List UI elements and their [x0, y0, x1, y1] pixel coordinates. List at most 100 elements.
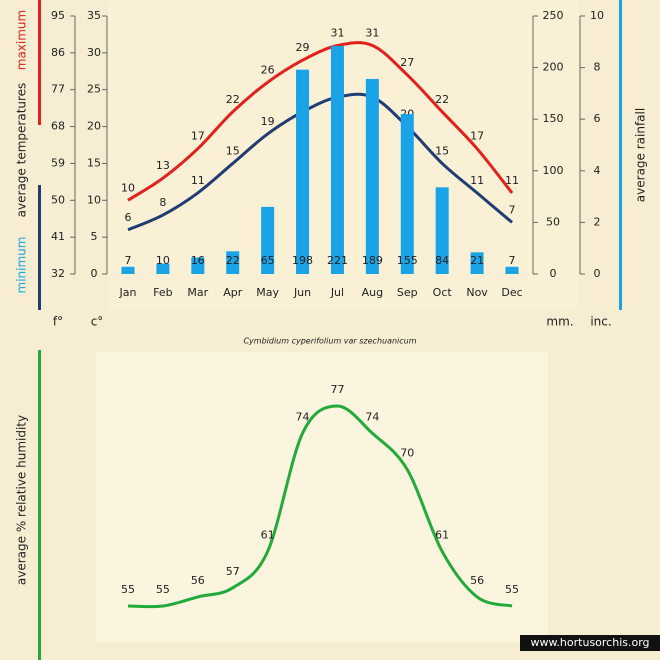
tick-label: 100 [543, 164, 564, 177]
point-label: 61 [435, 528, 449, 541]
bar-label: 65 [261, 254, 275, 267]
point-label: 17 [191, 130, 205, 143]
point-label: 55 [121, 583, 135, 596]
x-tick-label: Nov [466, 286, 488, 299]
point-label: 22 [435, 93, 449, 106]
mm-unit: mm. [546, 315, 573, 329]
x-tick-label: Jun [293, 286, 311, 299]
bar [261, 206, 275, 274]
x-tick-label: Aug [362, 286, 383, 299]
point-label: 74 [296, 410, 310, 423]
watermark-bg [520, 635, 660, 651]
point-label: 31 [330, 26, 344, 39]
point-label: 57 [226, 565, 240, 578]
tick-label: 150 [543, 112, 564, 125]
x-tick-label: May [256, 286, 279, 299]
f-unit: f° [53, 315, 63, 329]
tick-label: 35 [87, 9, 101, 22]
tick-label: 200 [543, 61, 564, 74]
point-label: 55 [156, 583, 170, 596]
min-label: minimum [15, 237, 29, 294]
point-label: 56 [191, 574, 205, 587]
watermark: www.hortusorchis.org [530, 636, 649, 649]
point-label: 74 [365, 410, 379, 423]
tick-label: 4 [594, 164, 601, 177]
tick-label: 50 [51, 193, 65, 206]
tick-label: 0 [91, 267, 98, 280]
bar [156, 263, 170, 274]
bar [191, 257, 205, 274]
point-label: 56 [470, 574, 484, 587]
tick-label: 5 [91, 230, 98, 243]
point-label: 11 [505, 174, 519, 187]
bar-label: 84 [435, 254, 449, 267]
bar-label: 10 [156, 254, 170, 267]
bar [330, 45, 344, 274]
tick-label: 50 [546, 215, 560, 228]
point-label: 13 [156, 159, 170, 172]
tick-label: 20 [87, 120, 101, 133]
x-tick-label: Sep [397, 286, 418, 299]
temp-line [127, 92, 513, 232]
point-label: 11 [191, 174, 205, 187]
bar-label: 7 [509, 254, 516, 267]
x-tick-label: Oct [433, 286, 453, 299]
point-label: 6 [125, 211, 132, 224]
x-tick-label: Apr [223, 286, 243, 299]
inc-unit: inc. [590, 315, 611, 329]
tick-label: 250 [543, 9, 564, 22]
point-label: 22 [226, 93, 240, 106]
x-tick-label: Jan [119, 286, 137, 299]
point-label: 7 [509, 203, 516, 216]
tick-label: 15 [87, 156, 101, 169]
bar [365, 78, 379, 275]
c-unit: c° [91, 315, 104, 329]
tick-label: 32 [51, 267, 65, 280]
max-bar [38, 0, 41, 125]
humidity-line [127, 404, 513, 609]
tick-label: 2 [594, 215, 601, 228]
tick-label: 0 [594, 267, 601, 280]
tick-label: 77 [51, 83, 65, 96]
point-label: 29 [296, 41, 310, 54]
bar-label: 198 [292, 254, 313, 267]
bar [226, 251, 240, 274]
point-label: 27 [400, 56, 414, 69]
point-label: 8 [159, 196, 166, 209]
point-label: 17 [470, 130, 484, 143]
rain-bar [619, 0, 622, 310]
humidity-label: average % relative humidity [15, 415, 29, 585]
bar-label: 189 [362, 254, 383, 267]
tick-label: 6 [594, 112, 601, 125]
point-label: 77 [330, 383, 344, 396]
x-tick-label: Dec [501, 286, 522, 299]
temp-line [127, 41, 514, 202]
bar-label: 221 [327, 254, 348, 267]
tick-label: 41 [51, 230, 65, 243]
bar [400, 114, 414, 274]
tick-label: 86 [51, 46, 65, 59]
point-label: 70 [400, 447, 414, 460]
bar [121, 266, 135, 274]
tick-label: 25 [87, 83, 101, 96]
x-tick-label: Jul [330, 286, 344, 299]
humidity-bar [38, 350, 41, 660]
bar-label: 21 [470, 254, 484, 267]
y2-label: average rainfall [634, 108, 648, 202]
tick-label: 0 [550, 267, 557, 280]
x-tick-label: Mar [187, 286, 208, 299]
point-label: 26 [261, 63, 275, 76]
bar [435, 187, 449, 274]
point-label: 11 [470, 174, 484, 187]
tick-label: 95 [51, 9, 65, 22]
tick-label: 8 [594, 61, 601, 74]
y-label: average temperatures [15, 83, 29, 218]
point-label: 19 [261, 115, 275, 128]
caption: Cymbidium cyperifolium var szechuanicum [243, 337, 416, 346]
bar-label: 7 [125, 254, 132, 267]
tick-label: 59 [51, 156, 65, 169]
point-label: 15 [435, 144, 449, 157]
x-tick-label: Feb [153, 286, 172, 299]
point-label: 31 [365, 26, 379, 39]
